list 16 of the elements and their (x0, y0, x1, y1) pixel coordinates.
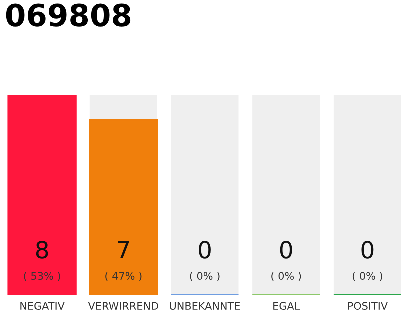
data-label: 8 (36, 241, 48, 259)
annotation: ( 0% ) (190, 272, 220, 282)
x-tick-label: NEGATIV (20, 302, 65, 310)
data-label: 7 (118, 241, 130, 259)
annotation: ( 0% ) (272, 272, 302, 282)
data-label: 0 (199, 241, 211, 259)
data-label: 0 (362, 241, 374, 259)
x-tick-label: POSITIV (348, 302, 388, 310)
annotation: ( 0% ) (352, 272, 382, 282)
x-tick-label: VERWIRREND (88, 302, 158, 310)
x-tick-label: UNBEKANNTE (170, 302, 240, 310)
x-tick-label: EGAL (274, 302, 300, 310)
annotation: ( 53% ) (24, 272, 60, 282)
chart-title: 069808 (6, 4, 131, 27)
annotation: ( 47% ) (106, 272, 142, 282)
data-label: 0 (280, 241, 292, 259)
